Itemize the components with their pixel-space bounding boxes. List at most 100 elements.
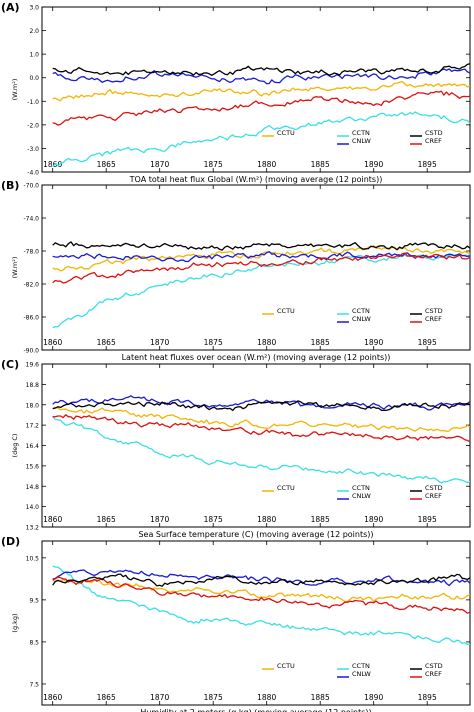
legend-label-cctu: CCTU — [277, 662, 295, 670]
y-tick-label: -82.0 — [23, 282, 39, 289]
panel-title: Sea Surface temperature (C) (moving aver… — [138, 530, 373, 539]
y-tick-label: -1.0 — [27, 99, 39, 106]
y-tick-label: 8.5 — [29, 639, 39, 646]
series-line-cctn — [52, 416, 471, 484]
series-line-cstd — [52, 573, 471, 587]
y-axis-label: (W.m²) — [11, 79, 19, 101]
x-tick-label: 1870 — [150, 693, 169, 702]
series-line-cstd — [52, 400, 471, 412]
x-tick-label: 1860 — [43, 515, 62, 524]
y-tick-label: -74.0 — [23, 216, 39, 223]
series-line-cstd — [52, 241, 471, 251]
x-tick-label: 1860 — [43, 338, 62, 347]
series-line-cctu — [52, 245, 471, 272]
legend-label-cstd: CSTD — [425, 662, 443, 670]
series-line-cstd — [52, 63, 471, 76]
series-line-cref — [52, 90, 471, 126]
series-line-cctn — [52, 252, 471, 329]
y-axis-label: (g.kg) — [11, 613, 19, 632]
panel-title: TOA total heat flux Global (W.m²) (movin… — [129, 175, 383, 184]
series-line-cref — [52, 576, 471, 614]
y-tick-label: -2.0 — [27, 122, 39, 129]
x-tick-label: 1895 — [418, 515, 437, 524]
y-tick-label: 1.0 — [29, 52, 39, 59]
y-axis-label: (deg C) — [11, 434, 19, 458]
legend-label-cstd: CSTD — [425, 484, 443, 492]
y-tick-label: 13.2 — [26, 525, 40, 532]
legend-label-cctn: CCTN — [352, 129, 370, 137]
y-tick-label: 16.4 — [26, 443, 40, 450]
x-tick-label: 1880 — [257, 338, 276, 347]
y-tick-label: 9.5 — [29, 597, 39, 604]
panel-title: Humidity at 2 meters (g.kg) (moving aver… — [140, 708, 371, 712]
plot-frame — [41, 363, 471, 528]
chart-panel-2: (B) -70.0 -74.0 -78.0 -82.0 -86.0 -90.0 (W.m²) 1… — [1, 179, 471, 362]
legend-label-cctu: CCTU — [277, 307, 295, 315]
legend-label-cref: CREF — [425, 670, 442, 678]
y-tick-label: 15.6 — [26, 463, 40, 470]
series-line-cnlw — [52, 68, 471, 85]
legend-label-cctu: CCTU — [277, 484, 295, 492]
x-tick-label: 1875 — [204, 693, 223, 702]
x-tick-label: 1895 — [418, 338, 437, 347]
plot-frame — [41, 6, 471, 173]
x-tick-label: 1880 — [257, 693, 276, 702]
legend-label-cnlw: CNLW — [352, 492, 371, 500]
series-line-cctu — [52, 80, 471, 102]
y-tick-label: 18.0 — [26, 402, 40, 409]
legend-label-cctn: CCTN — [352, 662, 370, 670]
x-tick-label: 1895 — [418, 693, 437, 702]
x-tick-label: 1860 — [43, 693, 62, 702]
y-tick-label: -4.0 — [27, 170, 39, 177]
series-line-cref — [52, 414, 471, 443]
y-axis-label: (W.m²) — [11, 257, 19, 279]
x-tick-label: 1870 — [150, 160, 169, 169]
y-tick-label: 17.2 — [26, 423, 40, 430]
x-tick-label: 1880 — [257, 515, 276, 524]
y-tick-label: 19.6 — [26, 362, 40, 369]
series-line-cctn — [52, 111, 471, 168]
y-tick-label: 18.8 — [26, 382, 40, 389]
panel-letter: (B) — [1, 179, 19, 192]
y-tick-label: 14.0 — [26, 504, 40, 511]
series-line-cctu — [52, 406, 471, 432]
x-tick-label: 1885 — [311, 160, 330, 169]
panel-letter: (D) — [1, 535, 20, 548]
legend-label-cctu: CCTU — [277, 129, 295, 137]
legend-label-cctn: CCTN — [352, 484, 370, 492]
y-tick-label: -78.0 — [23, 249, 39, 256]
x-tick-label: 1885 — [311, 515, 330, 524]
series-line-cref — [52, 252, 471, 284]
chart-panel-4: (D) 10.5 9.5 8.5 7.5 (g.kg) 1860 1865 1870 1875 18… — [1, 535, 471, 712]
plot-frame — [41, 540, 471, 706]
chart-panel-3: (C) 19.6 18.8 18.0 17.2 16.4 15.6 14.8 14.0 13.2 (… — [1, 358, 471, 539]
x-tick-label: 1890 — [364, 338, 383, 347]
x-tick-label: 1865 — [97, 515, 116, 524]
x-tick-label: 1895 — [418, 160, 437, 169]
x-tick-label: 1875 — [204, 515, 223, 524]
x-tick-label: 1880 — [257, 160, 276, 169]
y-tick-label: -3.0 — [27, 146, 39, 153]
plot-frame — [41, 184, 471, 351]
y-tick-label: 7.5 — [29, 681, 39, 688]
panel-letter: (C) — [1, 358, 19, 371]
y-tick-label: -86.0 — [23, 315, 39, 322]
x-tick-label: 1865 — [97, 338, 116, 347]
legend-label-cstd: CSTD — [425, 307, 443, 315]
x-tick-label: 1885 — [311, 338, 330, 347]
x-tick-label: 1885 — [311, 693, 330, 702]
x-tick-label: 1890 — [364, 515, 383, 524]
x-tick-label: 1870 — [150, 515, 169, 524]
y-tick-label: 3.0 — [29, 5, 39, 12]
panel-letter: (A) — [1, 1, 20, 14]
panel-title: Latent heat fluxes over ocean (W.m²) (mo… — [122, 353, 391, 362]
x-tick-label: 1890 — [364, 693, 383, 702]
series-line-cctn — [52, 565, 471, 645]
x-tick-label: 1865 — [97, 693, 116, 702]
x-tick-label: 1875 — [204, 160, 223, 169]
legend-label-cctn: CCTN — [352, 307, 370, 315]
y-tick-label: 14.8 — [26, 484, 40, 491]
x-tick-label: 1860 — [43, 160, 62, 169]
y-tick-label: -90.0 — [23, 348, 39, 355]
x-tick-label: 1870 — [150, 338, 169, 347]
